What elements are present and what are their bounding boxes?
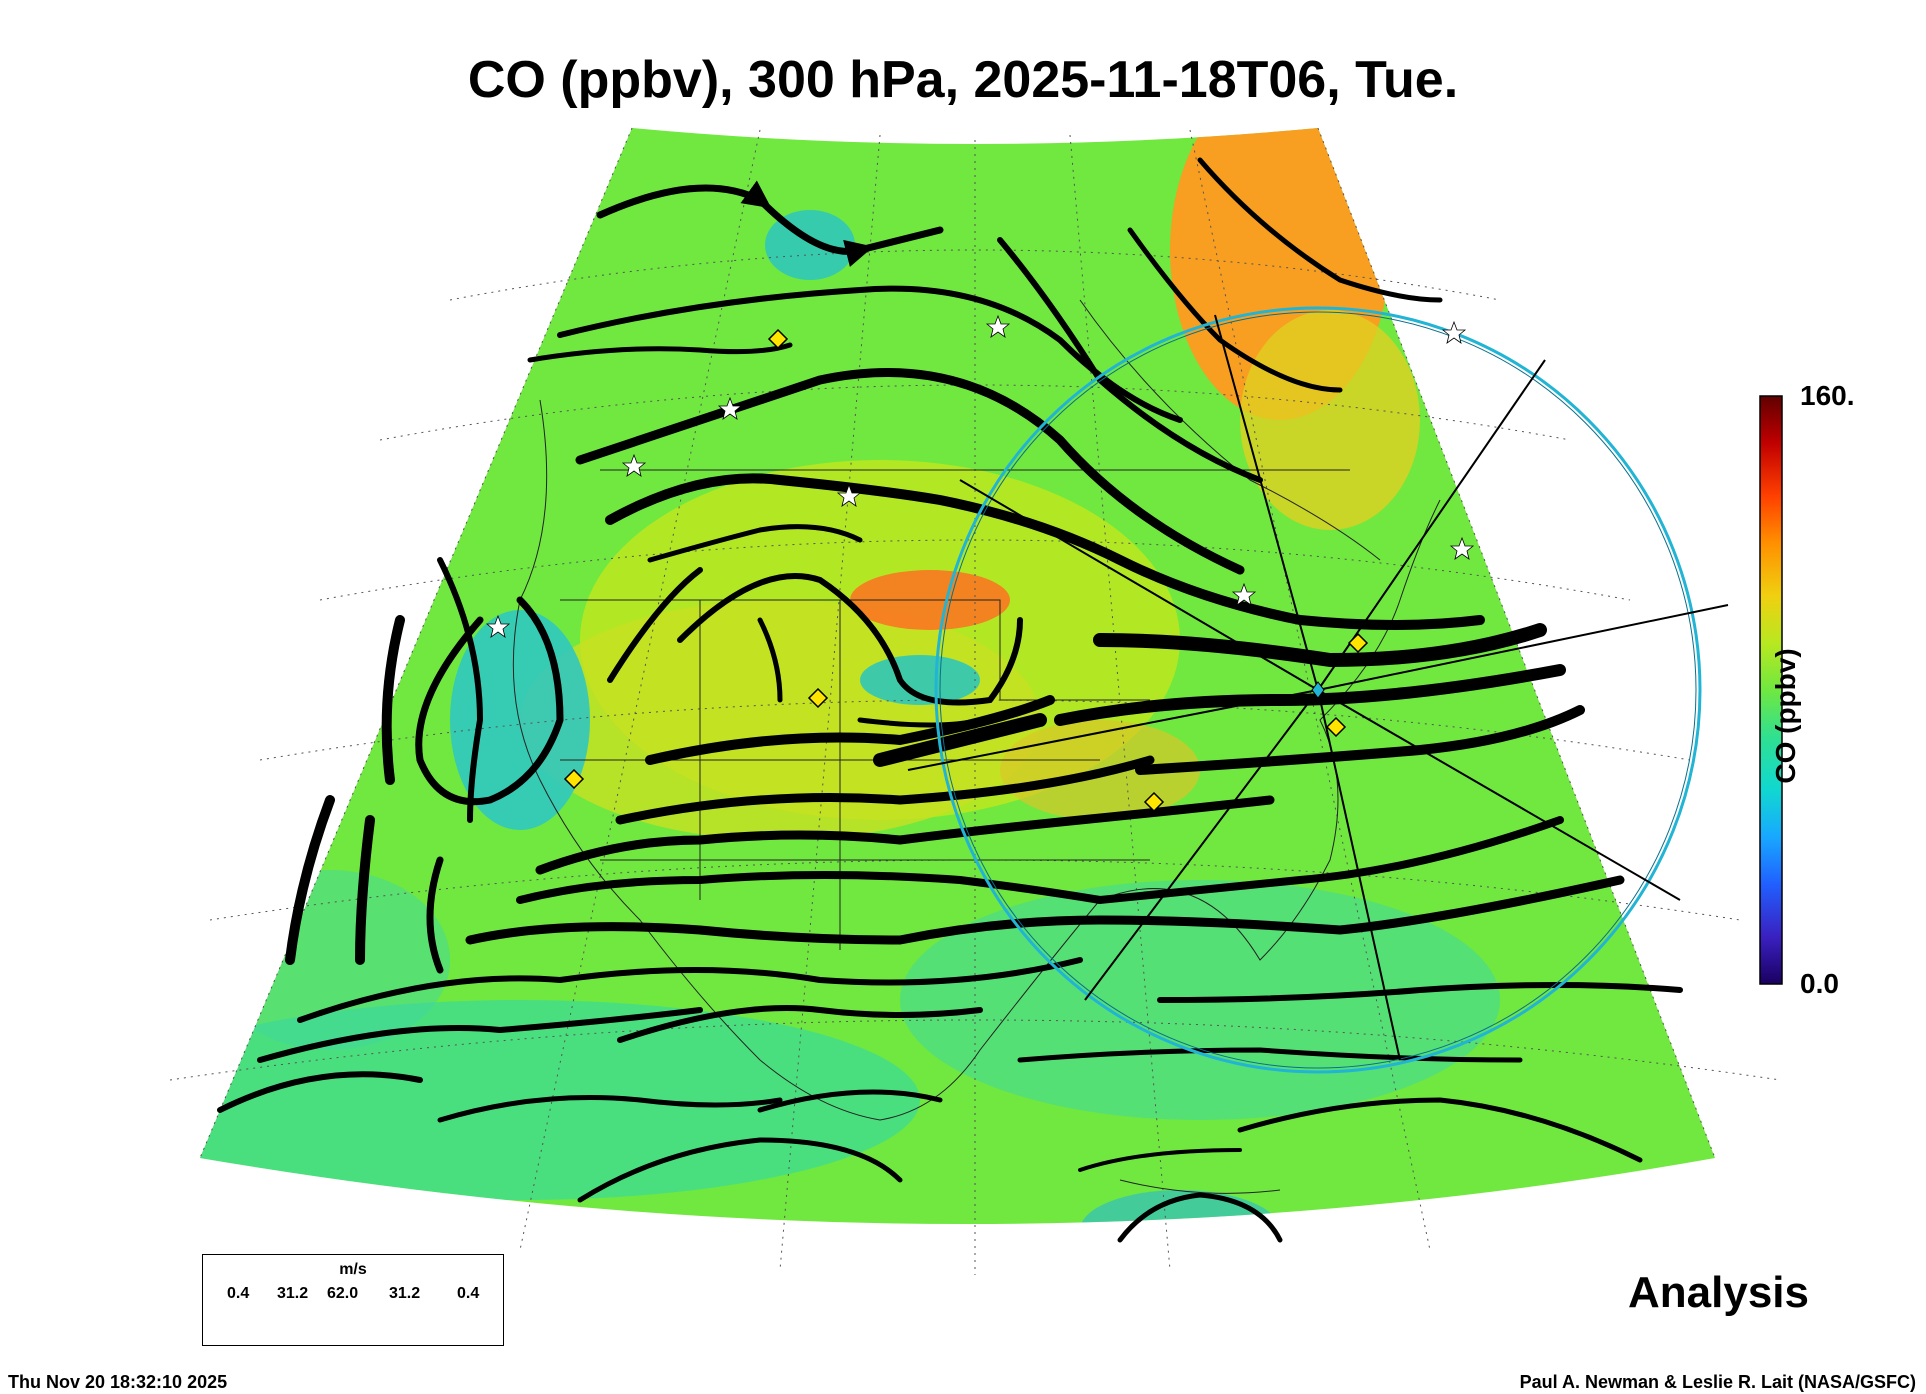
colorbar-min-label: 0.0 <box>1800 968 1839 999</box>
timestamp: Thu Nov 20 18:32:10 2025 <box>8 1372 228 1392</box>
analysis-label: Analysis <box>1628 1268 1809 1317</box>
wind-legend-value: 0.4 <box>227 1285 250 1302</box>
wind-legend-value: 62.0 <box>327 1285 359 1302</box>
wind-legend-value: 31.2 <box>389 1285 421 1302</box>
star-markers <box>485 314 1475 638</box>
wind-legend-value: 31.2 <box>277 1285 309 1302</box>
colorbar <box>1759 395 1783 985</box>
wind-legend-unit: m/s <box>339 1261 367 1278</box>
coastlines <box>512 299 1441 1194</box>
wind-legend-value: 0.4 <box>457 1285 480 1302</box>
colorbar-max-label: 160. <box>1800 380 1855 411</box>
radial-lines <box>907 314 1729 1061</box>
credits: Paul A. Newman & Leslie R. Lait (NASA/GS… <box>1519 1372 1916 1392</box>
colorbar-title: CO (ppbv) <box>1770 648 1801 784</box>
wind-legend: m/s 0.4 31.2 62.0 31.2 0.4 <box>202 1254 504 1346</box>
map-title: CO (ppbv), 300 hPa, 2025-11-18T06, Tue. <box>467 51 1459 109</box>
range-ring <box>934 306 1702 1074</box>
ring-center-marker <box>1311 681 1325 699</box>
graticule <box>169 127 1781 1275</box>
site-markers <box>563 328 1369 813</box>
